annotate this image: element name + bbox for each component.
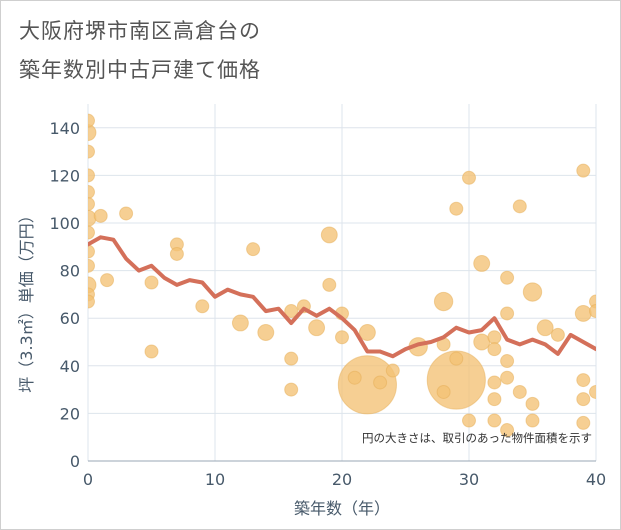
- x-tick-label: 30: [459, 470, 479, 489]
- bubble-point: [525, 413, 540, 428]
- bubble-point: [347, 370, 362, 385]
- bubble-point: [500, 270, 515, 285]
- bubble-point: [284, 382, 299, 397]
- x-tick-label: 10: [205, 470, 225, 489]
- bubble-point: [500, 370, 515, 385]
- bubble-point: [536, 319, 554, 337]
- bubble-point: [88, 168, 95, 183]
- chart-title-line1: 大阪府堺市南区高倉台の: [19, 19, 261, 43]
- bubble-point: [589, 384, 596, 399]
- bubble-point: [436, 384, 451, 399]
- bubble-point: [462, 413, 476, 428]
- bubble-point: [88, 144, 95, 159]
- bubble-point: [576, 392, 591, 407]
- bubble-point: [88, 185, 95, 200]
- bubble-point: [169, 246, 184, 261]
- average-line-series: [88, 235, 596, 359]
- bubble-point: [322, 277, 337, 292]
- bubble-point: [550, 327, 565, 342]
- bubble-point: [93, 208, 108, 223]
- x-axis-ticks: 0 10 20 30 40: [83, 470, 606, 489]
- bubble-point: [335, 330, 349, 345]
- gridlines: [87, 104, 597, 461]
- bubble-point: [88, 294, 95, 309]
- bubble-point: [119, 206, 134, 221]
- bubble-point: [88, 244, 95, 259]
- x-tick-label: 20: [332, 470, 352, 489]
- bubble-point: [589, 304, 596, 319]
- bubble-point: [449, 201, 464, 216]
- y-tick-label: 80: [60, 262, 80, 281]
- bubble-point: [487, 330, 502, 345]
- y-tick-label: 40: [60, 357, 80, 376]
- bubble-point: [144, 275, 159, 290]
- bubble-point: [284, 304, 299, 319]
- bubble-point: [512, 384, 527, 399]
- average-price-line: [88, 235, 596, 359]
- y-tick-label: 140: [49, 119, 80, 138]
- bubble-point: [231, 314, 249, 332]
- y-tick-label: 100: [49, 214, 80, 233]
- bubble-point: [433, 291, 454, 312]
- bubble-point: [512, 199, 527, 214]
- chart-title-line2: 築年数別中古戸建て価格: [19, 58, 261, 82]
- bubble-point: [308, 319, 326, 337]
- bubble-point: [88, 258, 95, 273]
- bubble-point: [284, 351, 299, 366]
- y-tick-label: 20: [60, 404, 80, 423]
- bubble-point: [574, 304, 592, 322]
- bubble-point: [522, 282, 543, 302]
- bubble-point: [462, 170, 476, 185]
- bubble-point: [320, 226, 338, 244]
- bubble-point: [576, 415, 591, 430]
- bubble-point: [88, 209, 97, 227]
- y-axis-label: 坪（3.3㎡）単価（万円）: [17, 207, 36, 392]
- bubble-size-note: 円の大きさは、取引のあった物件面積を示す: [362, 431, 592, 445]
- bubble-point: [100, 273, 115, 288]
- bubble-point: [337, 355, 397, 415]
- bubble-point: [487, 375, 502, 390]
- bubble-point: [473, 333, 491, 351]
- x-axis-label: 築年数（年）: [294, 499, 390, 518]
- bubble-point: [473, 254, 491, 272]
- bubble-point: [257, 324, 275, 341]
- bubble-point: [449, 351, 464, 366]
- x-tick-label: 40: [586, 470, 606, 489]
- bubble-point: [88, 113, 95, 128]
- bubble-point: [144, 344, 159, 359]
- bubble-point: [500, 423, 515, 438]
- bubble-series: [88, 113, 596, 438]
- bubble-point: [576, 163, 591, 178]
- bubble-point: [358, 324, 376, 341]
- bubble-point: [487, 413, 502, 428]
- bubble-point: [373, 375, 388, 390]
- y-tick-label: 120: [49, 166, 80, 185]
- y-tick-label: 60: [60, 309, 80, 328]
- y-axis-ticks: 0 20 40 60 80 100 120 140: [49, 119, 80, 471]
- bubble-point: [500, 306, 515, 321]
- bubble-point: [487, 342, 502, 357]
- bubble-point: [525, 396, 540, 411]
- bubble-point: [576, 373, 591, 388]
- bubble-point: [195, 299, 210, 314]
- bubble-point: [487, 392, 502, 407]
- bubble-point: [88, 196, 95, 211]
- y-tick-label: 0: [70, 452, 80, 471]
- x-tick-label: 0: [83, 470, 93, 489]
- bubble-point: [88, 225, 95, 240]
- bubble-point: [385, 363, 400, 378]
- bubble-point: [500, 354, 515, 369]
- bubble-point: [246, 242, 261, 257]
